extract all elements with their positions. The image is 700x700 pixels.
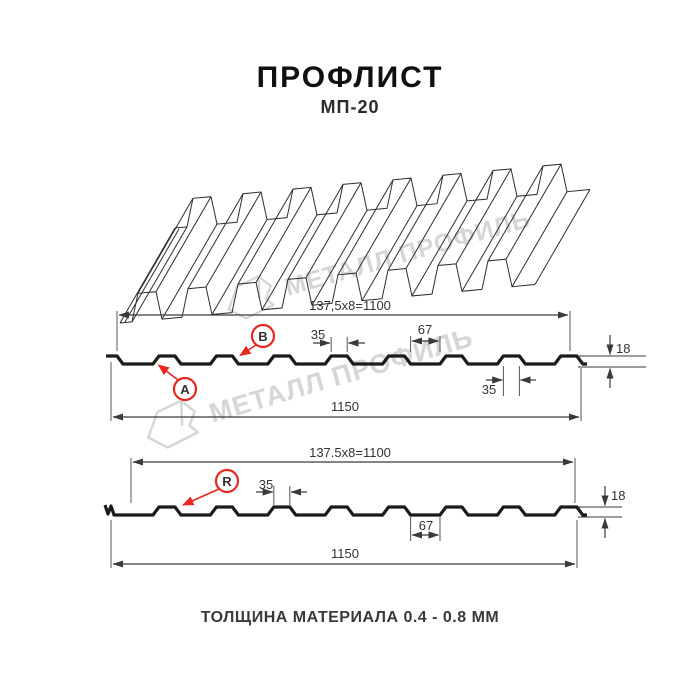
page-title: ПРОФЛИСТ: [256, 61, 444, 94]
side-label-b-circle: [250, 323, 276, 349]
profile-bottom-cross-section: [103, 504, 587, 517]
dim-overall-1150-bottom: 1150: [331, 546, 359, 561]
profile-top-cross-section: [106, 354, 587, 366]
side-label-a: A: [180, 382, 190, 397]
dim-rib-top-35: 35: [259, 477, 273, 492]
dim-valley-67: 67: [418, 322, 432, 337]
sheet-3d-drawing: [119, 163, 591, 324]
page-subtitle: МП-20: [320, 97, 380, 117]
dim-valley-67: 67: [419, 518, 433, 533]
dim-rib-top-35: 35: [311, 327, 325, 342]
side-label-a-circle: [172, 376, 198, 402]
dim-rib-bottom-35: 35: [482, 382, 496, 397]
profile-top-drawing: 137,5x8=1100 35 67 18 35: [106, 298, 646, 421]
dim-pitch-bottom: 137.5x8=1100: [309, 445, 391, 460]
footer-note: ТОЛЩИНА МАТЕРИАЛА 0.4 - 0.8 ММ: [200, 609, 500, 626]
side-label-b: B: [258, 329, 267, 344]
dim-pitch-top: 137,5x8=1100: [309, 298, 391, 313]
dim-height-18: 18: [611, 488, 625, 503]
profile-bottom-drawing: 137.5x8=1100 35 67 18 1150: [103, 445, 625, 568]
dim-overall-1150-top: 1150: [331, 399, 359, 414]
dim-height-18: 18: [616, 341, 630, 356]
side-label-r-circle: [214, 468, 240, 494]
side-label-r: R: [222, 474, 232, 489]
